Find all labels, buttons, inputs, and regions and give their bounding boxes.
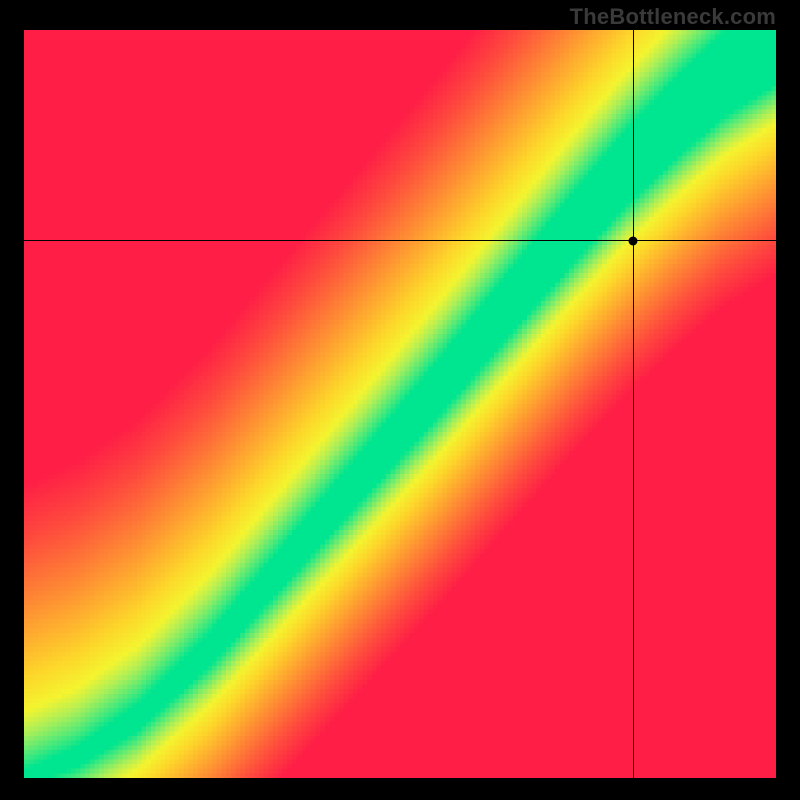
heatmap-plot: [24, 30, 776, 778]
heatmap-canvas: [24, 30, 776, 778]
crosshair-horizontal: [24, 240, 776, 241]
crosshair-marker[interactable]: [629, 236, 638, 245]
watermark-text: TheBottleneck.com: [570, 4, 776, 30]
crosshair-vertical: [633, 30, 634, 778]
